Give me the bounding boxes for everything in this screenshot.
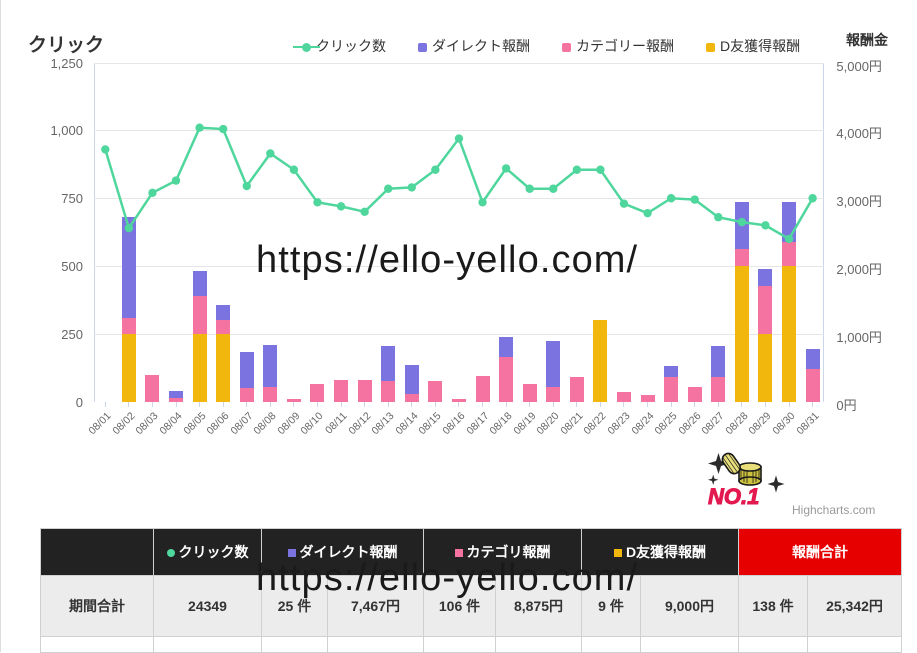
svg-text:NO.1: NO.1: [708, 484, 759, 508]
